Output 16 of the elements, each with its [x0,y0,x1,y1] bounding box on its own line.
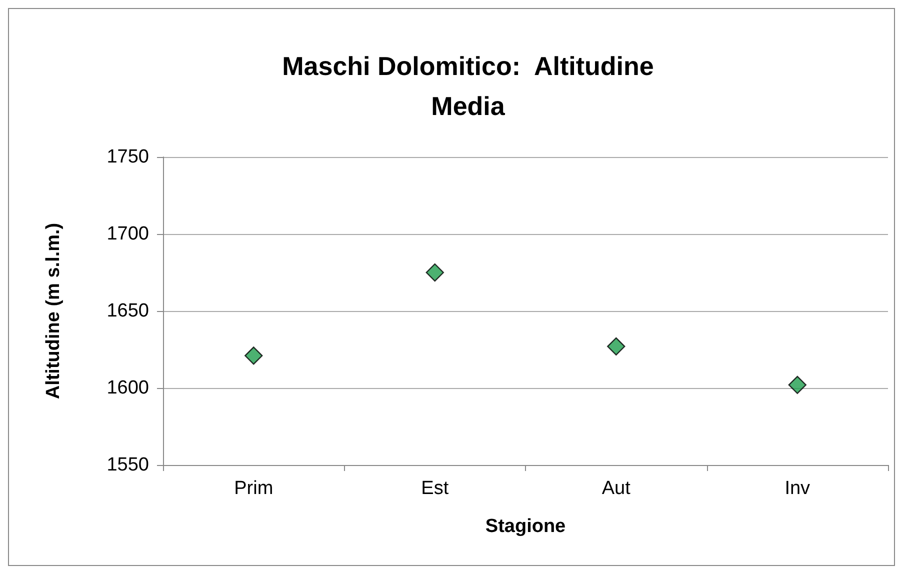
x-axis-title: Stagione [485,516,566,537]
y-tick-label: 1550 [106,454,149,476]
y-tick-label: 1600 [106,378,149,398]
point [788,376,806,394]
chart-title: Maschi Dolomitico: Altitudine Media [282,51,654,121]
point [426,263,444,282]
point [244,346,263,365]
x-tick-label: Prim [234,478,274,499]
x-tick-label: Aut [602,478,632,499]
y-tick-label: 1700 [106,224,149,244]
y-tick-label: 1650 [106,300,149,322]
y-tick-label: 1750 [106,146,149,168]
y-axis-title: Altitudine (m s.l.m.) [43,222,64,400]
point [607,337,626,356]
x-tick-label: Est [421,478,450,499]
x-tick-label: Inv [784,478,811,499]
